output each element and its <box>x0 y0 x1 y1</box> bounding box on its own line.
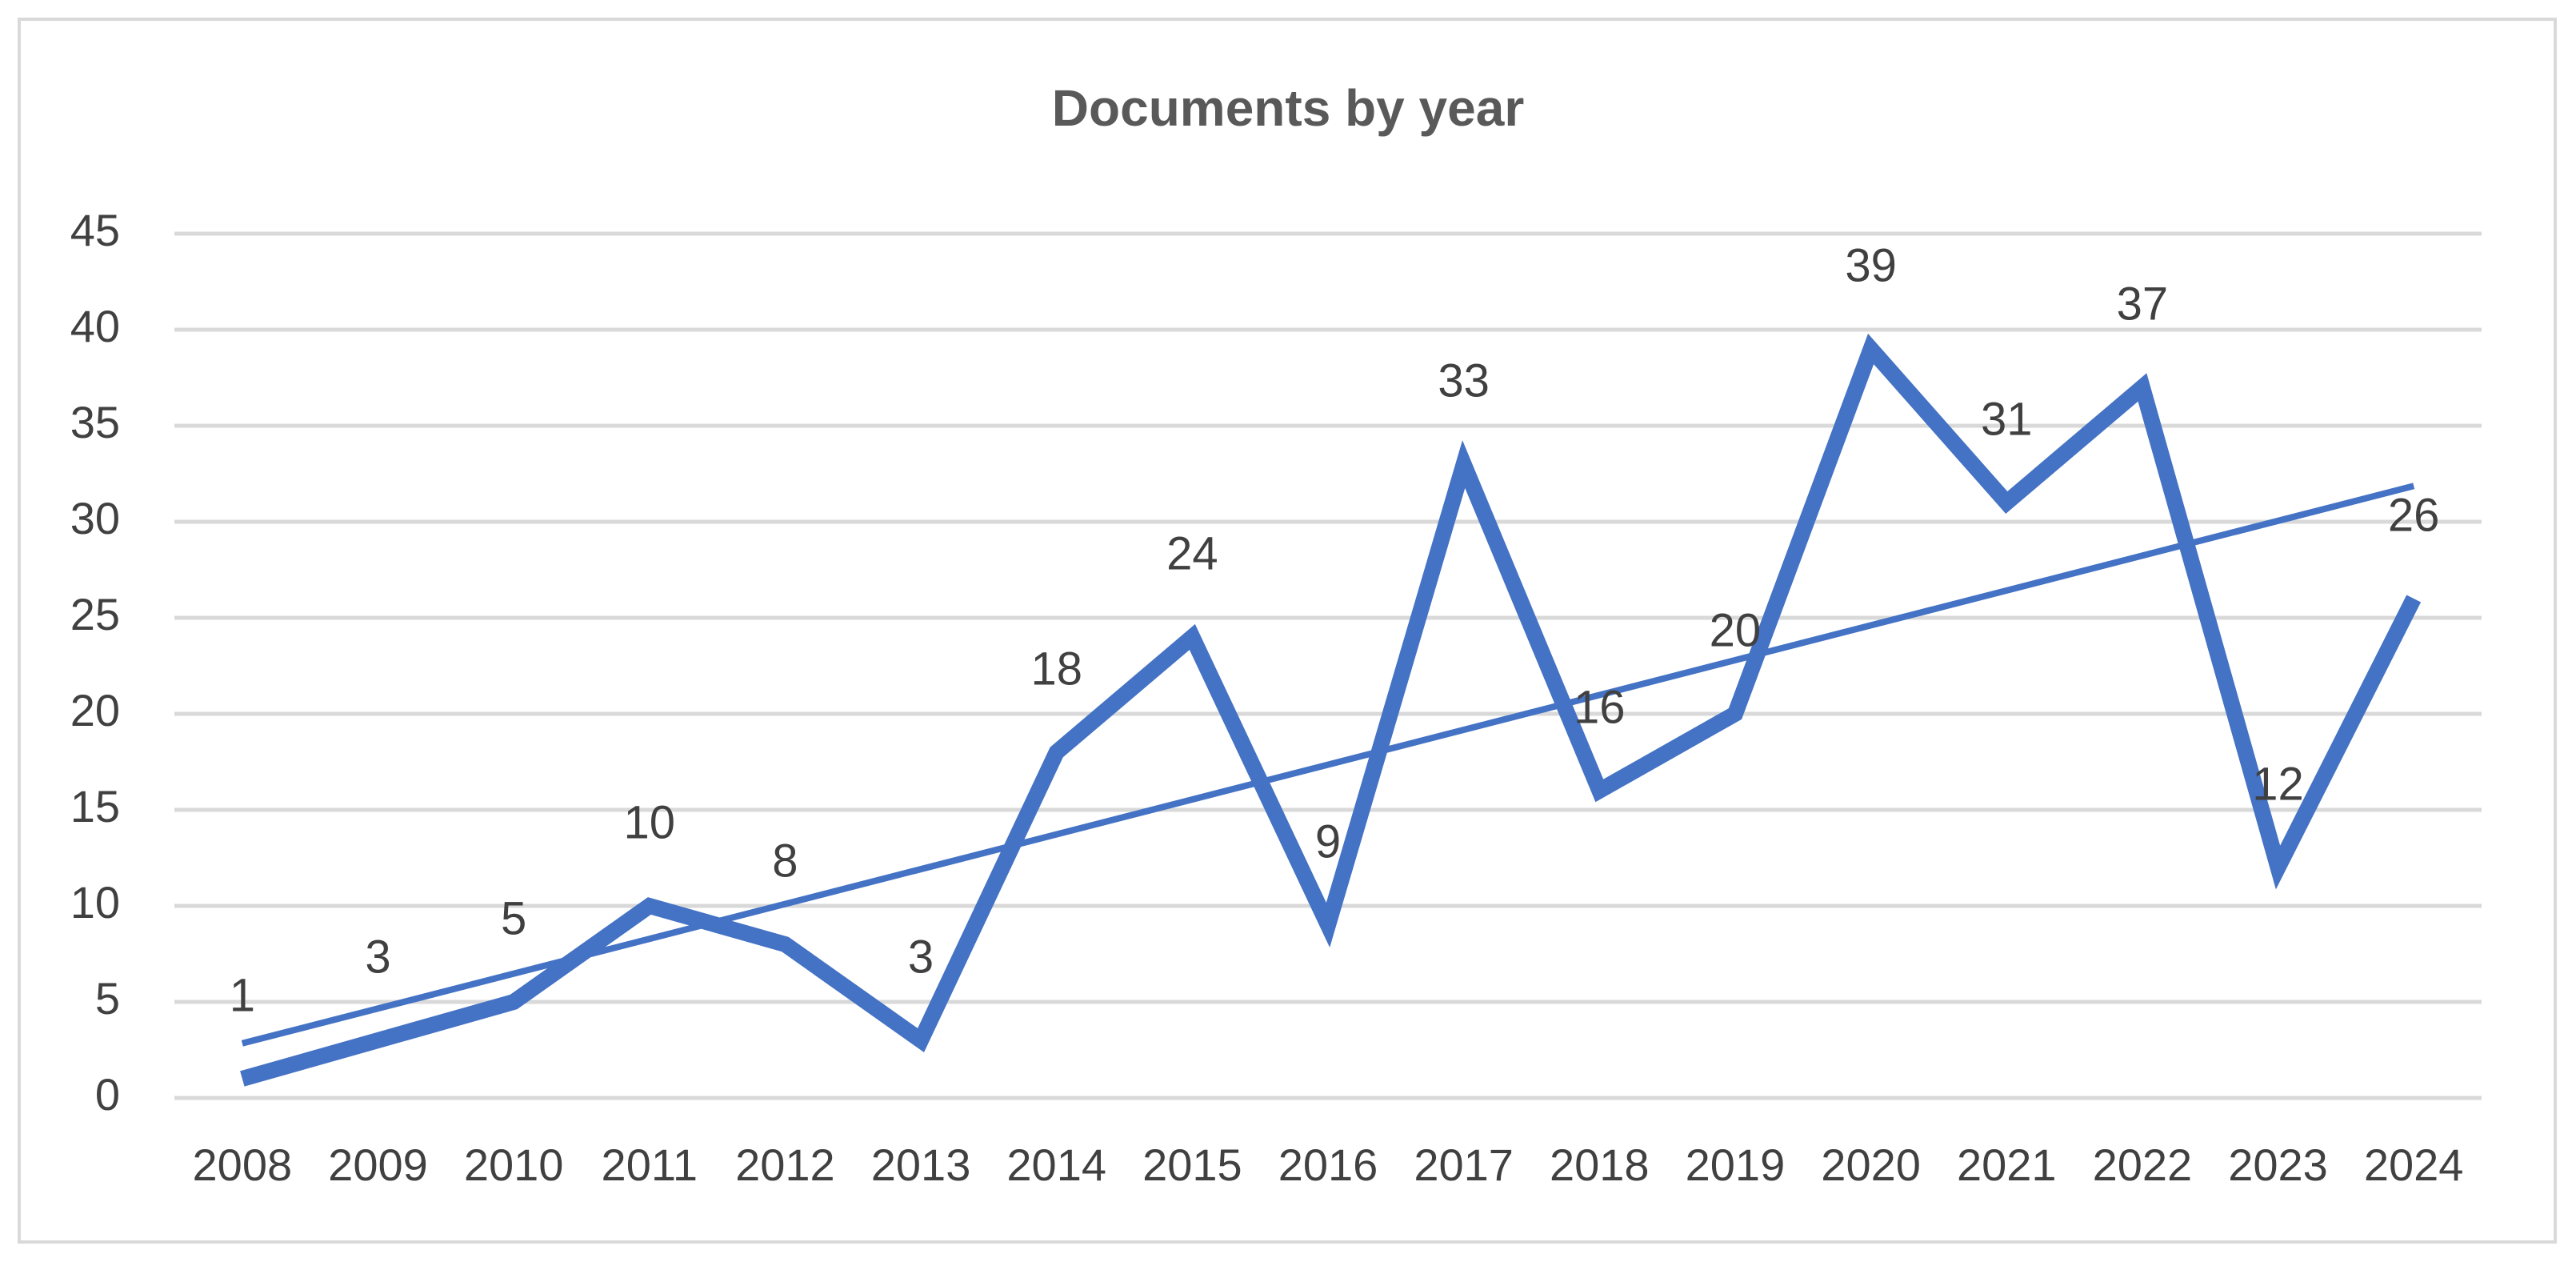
data-label: 10 <box>624 796 676 848</box>
x-tick-label: 2020 <box>1821 1140 1921 1190</box>
x-tick-label: 2008 <box>193 1140 293 1190</box>
x-tick-label: 2015 <box>1142 1140 1242 1190</box>
data-label: 12 <box>2252 758 2304 810</box>
data-label: 18 <box>1030 643 1082 695</box>
x-tick-label: 2010 <box>464 1140 564 1190</box>
y-tick-label: 20 <box>70 685 120 735</box>
y-tick-label: 35 <box>70 397 120 447</box>
x-tick-label: 2014 <box>1006 1140 1106 1190</box>
x-tick-label: 2023 <box>2228 1140 2328 1190</box>
y-tick-label: 10 <box>70 877 120 927</box>
data-label: 9 <box>1315 815 1341 867</box>
data-label: 24 <box>1166 527 1218 579</box>
x-tick-label: 2012 <box>735 1140 835 1190</box>
data-line <box>240 333 2422 1087</box>
data-label: 16 <box>1574 681 1626 733</box>
y-tick-label: 25 <box>70 589 120 639</box>
x-tick-label: 2022 <box>2093 1140 2193 1190</box>
data-label: 3 <box>908 931 934 983</box>
x-tick-label: 2018 <box>1550 1140 1650 1190</box>
data-label: 33 <box>1438 355 1490 407</box>
x-tick-label: 2017 <box>1414 1140 1514 1190</box>
trendline <box>241 483 2415 1047</box>
y-tick-label: 5 <box>95 973 120 1024</box>
data-label: 26 <box>2388 489 2440 541</box>
x-tick-label: 2021 <box>1957 1140 2057 1190</box>
data-label: 37 <box>2117 278 2169 330</box>
data-label: 8 <box>772 835 798 887</box>
data-label: 1 <box>230 969 255 1021</box>
y-tick-label: 30 <box>70 493 120 543</box>
data-label: 39 <box>1845 239 1897 291</box>
y-tick-label: 40 <box>70 301 120 351</box>
x-tick-label: 2019 <box>1686 1140 1786 1190</box>
y-tick-label: 45 <box>70 205 120 255</box>
y-tick-label: 15 <box>70 781 120 831</box>
x-tick-label: 2009 <box>328 1140 428 1190</box>
data-label: 31 <box>1981 393 2033 445</box>
y-tick-label: 0 <box>95 1069 120 1120</box>
x-tick-label: 2016 <box>1278 1140 1378 1190</box>
data-label: 5 <box>501 892 526 944</box>
x-tick-label: 2011 <box>602 1140 698 1190</box>
data-label: 20 <box>1710 604 1762 656</box>
x-tick-label: 2013 <box>871 1140 971 1190</box>
chart-border <box>18 18 2557 1244</box>
data-label: 3 <box>365 931 390 983</box>
x-tick-label: 2024 <box>2364 1140 2464 1190</box>
chart-title: Documents by year <box>1052 79 1524 137</box>
